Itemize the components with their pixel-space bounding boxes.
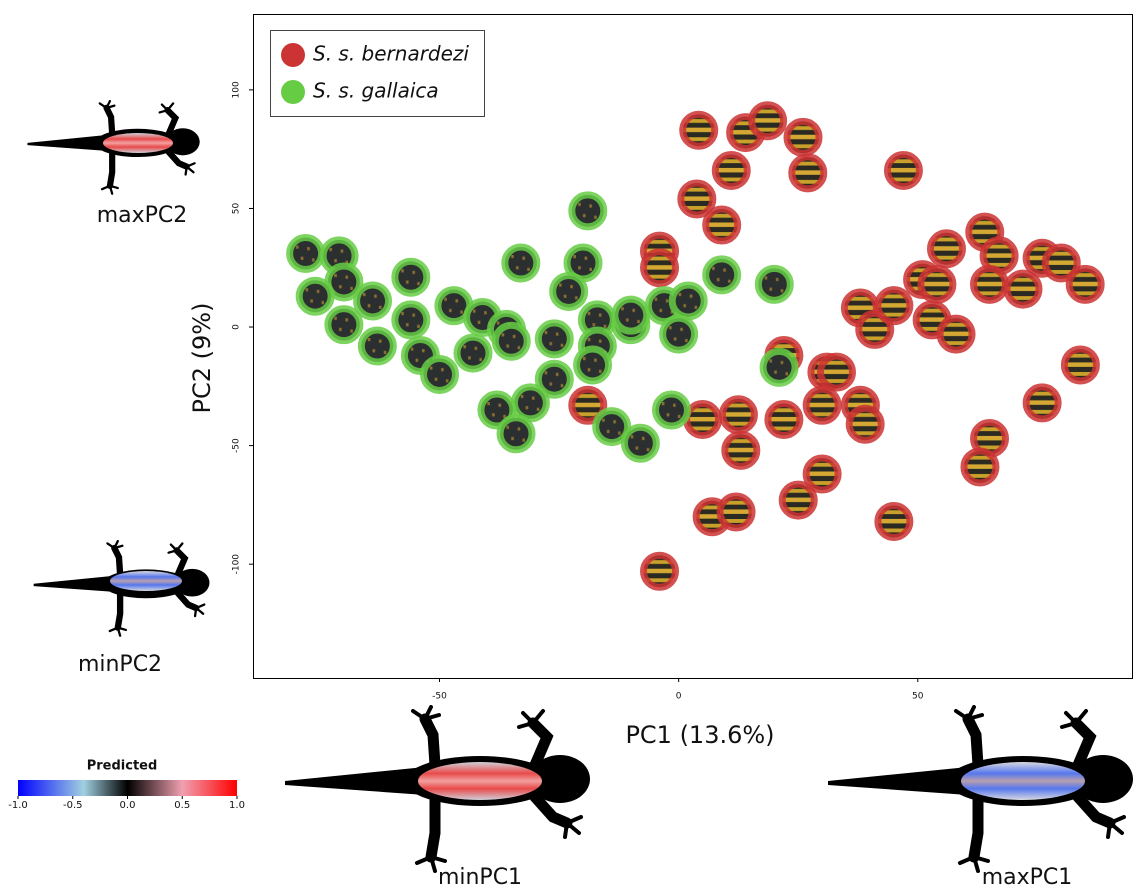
point bbox=[782, 484, 814, 516]
point bbox=[395, 261, 427, 293]
point bbox=[299, 280, 331, 312]
point bbox=[722, 399, 754, 431]
point bbox=[878, 505, 910, 537]
point bbox=[706, 259, 738, 291]
y-axis-title: PC2 (9%) bbox=[188, 303, 216, 414]
point bbox=[930, 233, 962, 265]
point bbox=[758, 268, 790, 300]
point bbox=[495, 325, 527, 357]
point bbox=[752, 105, 784, 137]
point bbox=[940, 318, 972, 350]
legend-label: S. s. gallaica bbox=[313, 79, 439, 103]
point bbox=[849, 408, 881, 440]
point bbox=[395, 304, 427, 336]
colorbar-tick-label: -0.5 bbox=[63, 800, 83, 811]
point bbox=[720, 496, 752, 528]
x-tick-label: -50 bbox=[432, 692, 447, 702]
point bbox=[577, 349, 609, 381]
point bbox=[820, 356, 852, 388]
point bbox=[505, 247, 537, 279]
point bbox=[514, 387, 546, 419]
point bbox=[663, 318, 695, 350]
pattern bbox=[418, 762, 542, 800]
x-axis-title: PC1 (13.6%) bbox=[625, 721, 774, 749]
legend-swatch bbox=[281, 80, 305, 104]
point bbox=[921, 268, 953, 300]
y-tick-label: 50 bbox=[232, 202, 242, 214]
point bbox=[290, 238, 322, 270]
point bbox=[681, 183, 713, 215]
x-tick-label: 0 bbox=[676, 692, 682, 702]
point bbox=[806, 389, 838, 421]
point bbox=[964, 451, 996, 483]
caption: maxPC1 bbox=[982, 865, 1073, 889]
point bbox=[806, 458, 838, 490]
point bbox=[644, 555, 676, 587]
legend: S. s. bernardezi S. s. gallaica bbox=[271, 31, 485, 117]
markers bbox=[290, 105, 1102, 588]
point bbox=[644, 252, 676, 284]
point bbox=[500, 418, 532, 450]
pattern bbox=[103, 133, 173, 153]
point bbox=[725, 434, 757, 466]
point bbox=[1026, 387, 1058, 419]
colorbar-title: Predicted bbox=[87, 759, 158, 774]
point bbox=[706, 209, 738, 241]
legend-label: S. s. bernardezi bbox=[313, 42, 469, 66]
y-tick-label: -50 bbox=[232, 438, 242, 453]
point bbox=[1064, 349, 1096, 381]
caption: maxPC2 bbox=[97, 203, 188, 228]
chart: S. s. bernardezi S. s. gallaica PC1 (13.6… bbox=[0, 0, 1134, 889]
point bbox=[683, 114, 715, 146]
point bbox=[787, 121, 819, 153]
colorbar-tick-label: 0.0 bbox=[120, 800, 136, 811]
point bbox=[457, 337, 489, 369]
point bbox=[357, 285, 389, 317]
point bbox=[1069, 268, 1101, 300]
colorbar-tick-label: -1.0 bbox=[8, 800, 28, 811]
caption: minPC2 bbox=[78, 652, 162, 677]
point bbox=[538, 323, 570, 355]
colorbar-tick-label: 1.0 bbox=[229, 800, 245, 811]
pattern bbox=[110, 571, 182, 591]
colorbar-scale bbox=[18, 780, 237, 796]
point bbox=[615, 299, 647, 331]
salamander bbox=[34, 541, 210, 636]
y-tick-label: 100 bbox=[232, 81, 242, 98]
point bbox=[887, 155, 919, 187]
point bbox=[1007, 273, 1039, 305]
point bbox=[328, 309, 360, 341]
colorbar: Predicted -1.0 -0.5 0.0 0.5 1.0 bbox=[8, 759, 245, 812]
point bbox=[715, 155, 747, 187]
point bbox=[672, 285, 704, 317]
pattern bbox=[961, 762, 1085, 800]
legend-swatch bbox=[281, 43, 305, 67]
caption: minPC1 bbox=[438, 865, 522, 889]
point bbox=[572, 195, 604, 227]
point bbox=[768, 404, 800, 436]
point bbox=[553, 275, 585, 307]
point bbox=[878, 290, 910, 322]
x-tick-label: 50 bbox=[912, 692, 924, 702]
colorbar-tick-label: 0.5 bbox=[174, 800, 190, 811]
point bbox=[424, 358, 456, 390]
point bbox=[624, 427, 656, 459]
point bbox=[687, 404, 719, 436]
y-tick-label: 0 bbox=[232, 324, 242, 330]
point bbox=[361, 330, 393, 362]
point bbox=[655, 394, 687, 426]
point bbox=[974, 268, 1006, 300]
point bbox=[792, 157, 824, 189]
y-tick-label: -100 bbox=[232, 554, 242, 575]
point bbox=[763, 351, 795, 383]
